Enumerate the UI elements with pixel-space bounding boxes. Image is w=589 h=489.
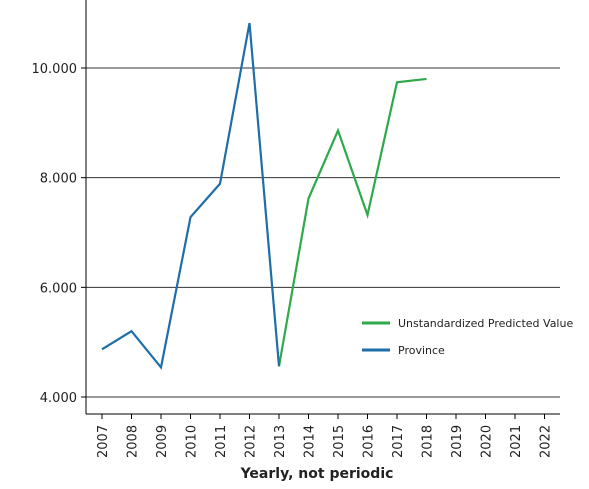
legend-label: Province bbox=[398, 344, 445, 357]
x-tick-label: 2013 bbox=[273, 425, 288, 458]
series-line bbox=[101, 22, 281, 370]
x-tick-label: 2015 bbox=[332, 425, 347, 458]
x-axis-label: Yearly, not periodic bbox=[240, 466, 394, 482]
axes bbox=[85, 0, 560, 415]
y-tick-label: 10.000 bbox=[32, 62, 78, 77]
x-tick-label: 2009 bbox=[155, 425, 170, 458]
gridlines bbox=[86, 67, 560, 398]
x-tick-label: 2022 bbox=[539, 425, 554, 458]
x-tick-label: 2021 bbox=[509, 425, 524, 458]
x-tick-label: 2018 bbox=[421, 425, 436, 458]
y-tick-label: 6.000 bbox=[40, 281, 77, 296]
x-tick-label: 2020 bbox=[480, 425, 495, 458]
x-tick-label: 2008 bbox=[126, 425, 141, 458]
legend: Unstandardized Predicted Value Province bbox=[362, 317, 573, 357]
series-lines bbox=[101, 22, 427, 370]
x-tick-label: 2007 bbox=[96, 425, 111, 458]
x-tick-label: 2017 bbox=[391, 425, 406, 458]
x-tick-label: 2014 bbox=[303, 425, 318, 458]
x-tick-label: 2010 bbox=[185, 425, 200, 458]
y-axis-ticks: 4.000 6.000 8.000 10.000 bbox=[32, 62, 86, 406]
y-tick-label: 4.000 bbox=[40, 391, 77, 406]
x-axis-ticks: 2007 2008 2009 2010 2011 2012 2013 2014 2015 2016… bbox=[96, 414, 554, 458]
series-line bbox=[277, 77, 427, 367]
x-tick-label: 2011 bbox=[214, 425, 229, 458]
x-tick-label: 2019 bbox=[450, 425, 465, 458]
x-tick-label: 2016 bbox=[362, 425, 377, 458]
y-tick-label: 8.000 bbox=[40, 172, 77, 187]
x-tick-label: 2012 bbox=[244, 425, 259, 458]
legend-label: Unstandardized Predicted Value bbox=[398, 317, 573, 330]
